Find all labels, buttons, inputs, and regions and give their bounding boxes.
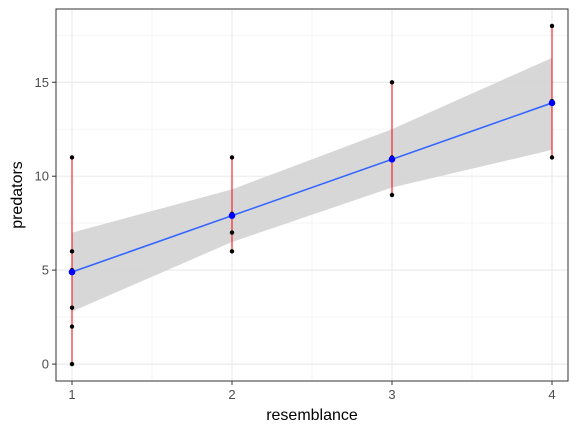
x-tick-label: 2 <box>228 387 235 402</box>
range-lines-layer <box>71 25 553 365</box>
data-point <box>549 155 555 160</box>
data-point <box>229 155 235 160</box>
y-tick-label: 0 <box>42 357 49 372</box>
data-point <box>549 23 555 29</box>
fit-line <box>71 102 553 273</box>
mean-point <box>68 268 76 276</box>
x-tick-label: 1 <box>68 387 75 402</box>
data-point <box>69 155 75 160</box>
data-point <box>69 305 75 310</box>
y-axis-title: predators <box>9 161 26 229</box>
mean-point <box>388 156 396 163</box>
data-point <box>389 192 395 198</box>
data-point <box>389 80 395 85</box>
x-tick-label: 3 <box>388 387 395 402</box>
panel-border <box>55 8 569 382</box>
axes-layer: 1 2 3 4 0 5 10 15 <box>35 75 556 402</box>
data-point <box>229 249 235 254</box>
mean-point <box>228 212 236 219</box>
data-point <box>69 361 75 367</box>
y-tick-label: 15 <box>35 75 49 90</box>
y-tick-label: 10 <box>35 169 49 184</box>
mean-point <box>548 99 556 107</box>
data-point <box>69 249 75 254</box>
data-point <box>69 324 75 329</box>
confidence-band-layer <box>72 57 552 312</box>
confidence-band <box>72 57 552 312</box>
mean-points-layer <box>68 99 556 276</box>
x-axis-title: resemblance <box>266 407 358 424</box>
y-tick-label: 5 <box>42 263 49 278</box>
fit-line-layer <box>71 102 553 273</box>
x-tick-label: 4 <box>548 387 555 402</box>
data-point <box>229 230 235 235</box>
